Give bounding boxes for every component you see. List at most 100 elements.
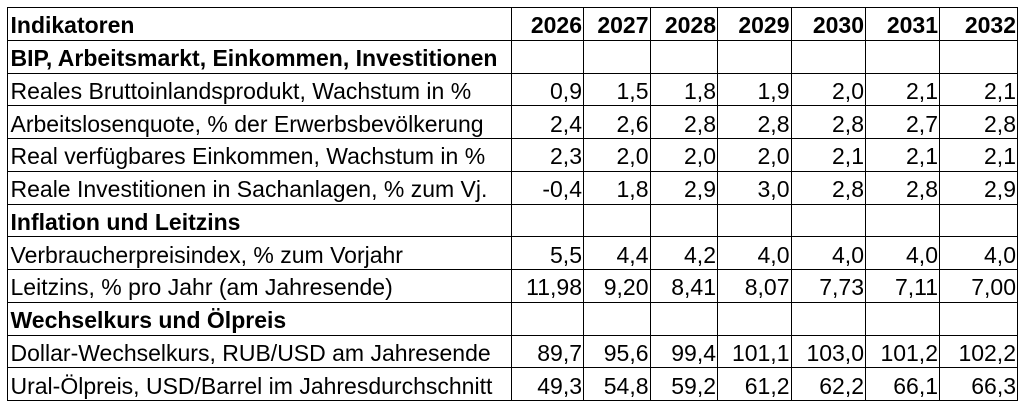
value-cell[interactable]: -0,4: [511, 170, 584, 205]
header-year-cell-2027[interactable]: 2027: [583, 7, 651, 41]
header-year-cell-2031[interactable]: 2031: [865, 7, 940, 41]
row-label-cell[interactable]: Ural-Ölpreis, USD/Barrel im Jahresdurchs…: [7, 367, 512, 401]
section-empty-cell[interactable]: [649, 203, 718, 238]
value-cell[interactable]: 2,8: [790, 105, 866, 139]
value-cell[interactable]: 95,6: [583, 334, 651, 369]
section-empty-cell[interactable]: [790, 301, 866, 336]
row-label-cell[interactable]: Leitzins, % pro Jahr (am Jahresende): [7, 269, 512, 303]
header-year-cell-2028[interactable]: 2028: [649, 7, 718, 41]
section-empty-cell[interactable]: [865, 301, 940, 336]
value-cell[interactable]: 5,5: [511, 236, 584, 270]
section-empty-cell[interactable]: [583, 301, 651, 336]
value-cell[interactable]: 2,1: [939, 138, 1018, 172]
value-cell[interactable]: 61,2: [717, 367, 792, 401]
section-empty-cell[interactable]: [790, 203, 866, 238]
value-cell[interactable]: 2,9: [939, 170, 1018, 205]
value-cell[interactable]: 4,0: [865, 236, 940, 270]
section-empty-cell[interactable]: [717, 301, 792, 336]
section-empty-cell[interactable]: [717, 39, 792, 74]
value-cell[interactable]: 54,8: [583, 367, 651, 401]
value-cell[interactable]: 1,8: [649, 72, 718, 107]
section-title-cell[interactable]: Inflation und Leitzins: [7, 203, 512, 238]
value-cell[interactable]: 2,9: [649, 170, 718, 205]
value-cell[interactable]: 4,2: [649, 236, 718, 270]
value-cell[interactable]: 2,8: [649, 105, 718, 139]
section-title-cell[interactable]: Wechselkurs und Ölpreis: [7, 301, 512, 336]
value-cell[interactable]: 49,3: [511, 367, 584, 401]
value-cell[interactable]: 4,0: [939, 236, 1018, 270]
value-cell[interactable]: 2,1: [865, 72, 940, 107]
value-cell[interactable]: 103,0: [790, 334, 866, 369]
value-cell[interactable]: 4,4: [583, 236, 651, 270]
value-cell[interactable]: 2,0: [583, 138, 651, 172]
value-cell[interactable]: 2,8: [790, 170, 866, 205]
value-cell[interactable]: 59,2: [649, 367, 718, 401]
value-cell[interactable]: 9,20: [583, 269, 651, 303]
value-cell[interactable]: 2,0: [790, 72, 866, 107]
section-empty-cell[interactable]: [939, 203, 1018, 238]
section-title-cell[interactable]: BIP, Arbeitsmarkt, Einkommen, Investitio…: [7, 39, 512, 74]
row-label-cell[interactable]: Reale Investitionen in Sachanlagen, % zu…: [7, 170, 512, 205]
section-empty-cell[interactable]: [939, 301, 1018, 336]
section-empty-cell[interactable]: [717, 203, 792, 238]
value-cell[interactable]: 7,11: [865, 269, 940, 303]
section-empty-cell[interactable]: [583, 203, 651, 238]
section-empty-cell[interactable]: [583, 39, 651, 74]
header-year-cell-2032[interactable]: 2032: [939, 7, 1018, 41]
section-empty-cell[interactable]: [511, 301, 584, 336]
section-empty-cell[interactable]: [649, 301, 718, 336]
value-cell[interactable]: 2,8: [717, 105, 792, 139]
value-cell[interactable]: 66,1: [865, 367, 940, 401]
value-cell[interactable]: 102,2: [939, 334, 1018, 369]
value-cell[interactable]: 2,1: [939, 72, 1018, 107]
value-cell[interactable]: 8,41: [649, 269, 718, 303]
value-cell[interactable]: 2,8: [865, 170, 940, 205]
section-empty-cell[interactable]: [511, 39, 584, 74]
value-cell[interactable]: 7,00: [939, 269, 1018, 303]
value-cell[interactable]: 7,73: [790, 269, 866, 303]
section-empty-cell[interactable]: [865, 203, 940, 238]
section-empty-cell[interactable]: [790, 39, 866, 74]
value-cell[interactable]: 62,2: [790, 367, 866, 401]
value-cell[interactable]: 2,1: [865, 138, 940, 172]
value-cell[interactable]: 2,0: [717, 138, 792, 172]
header-year-cell-2030[interactable]: 2030: [790, 7, 866, 41]
value-cell[interactable]: 2,7: [865, 105, 940, 139]
section-empty-cell[interactable]: [865, 39, 940, 74]
value-cell[interactable]: 1,5: [583, 72, 651, 107]
value-cell[interactable]: 101,1: [717, 334, 792, 369]
value-cell[interactable]: 2,3: [511, 138, 584, 172]
row-label-cell[interactable]: Dollar-Wechselkurs, RUB/USD am Jahresend…: [7, 334, 512, 369]
value-cell[interactable]: 1,9: [717, 72, 792, 107]
data-row: Dollar-Wechselkurs, RUB/USD am Jahresend…: [7, 334, 1018, 369]
data-row: Reale Investitionen in Sachanlagen, % zu…: [7, 170, 1018, 205]
value-cell[interactable]: 4,0: [790, 236, 866, 270]
value-cell[interactable]: 8,07: [717, 269, 792, 303]
section-empty-cell[interactable]: [511, 203, 584, 238]
row-label-cell[interactable]: Verbraucherpreisindex, % zum Vorjahr: [7, 236, 512, 270]
value-cell[interactable]: 2,0: [649, 138, 718, 172]
section-empty-cell[interactable]: [649, 39, 718, 74]
value-cell[interactable]: 2,1: [790, 138, 866, 172]
value-cell[interactable]: 99,4: [649, 334, 718, 369]
header-label-cell[interactable]: Indikatoren: [7, 7, 512, 41]
header-year-cell-2026[interactable]: 2026: [511, 7, 584, 41]
row-label-cell[interactable]: Arbeitslosenquote, % der Erwerbsbevölker…: [7, 105, 512, 139]
value-cell[interactable]: 89,7: [511, 334, 584, 369]
value-cell[interactable]: 0,9: [511, 72, 584, 107]
header-row: Indikatoren 2026 2027 2028 2029 2030 2031 2032: [7, 7, 1018, 41]
header-year-cell-2029[interactable]: 2029: [717, 7, 792, 41]
value-cell[interactable]: 101,2: [865, 334, 940, 369]
value-cell[interactable]: 3,0: [717, 170, 792, 205]
value-cell[interactable]: 2,6: [583, 105, 651, 139]
value-cell[interactable]: 2,8: [939, 105, 1018, 139]
value-cell[interactable]: 11,98: [511, 269, 584, 303]
section-empty-cell[interactable]: [939, 39, 1018, 74]
row-label-cell[interactable]: Reales Bruttoinlandsprodukt, Wachstum in…: [7, 72, 512, 107]
value-cell[interactable]: 66,3: [939, 367, 1018, 401]
row-label-cell[interactable]: Real verfügbares Einkommen, Wachstum in …: [7, 138, 512, 172]
value-cell[interactable]: 4,0: [717, 236, 792, 270]
value-cell[interactable]: 1,8: [583, 170, 651, 205]
value-cell[interactable]: 2,4: [511, 105, 584, 139]
